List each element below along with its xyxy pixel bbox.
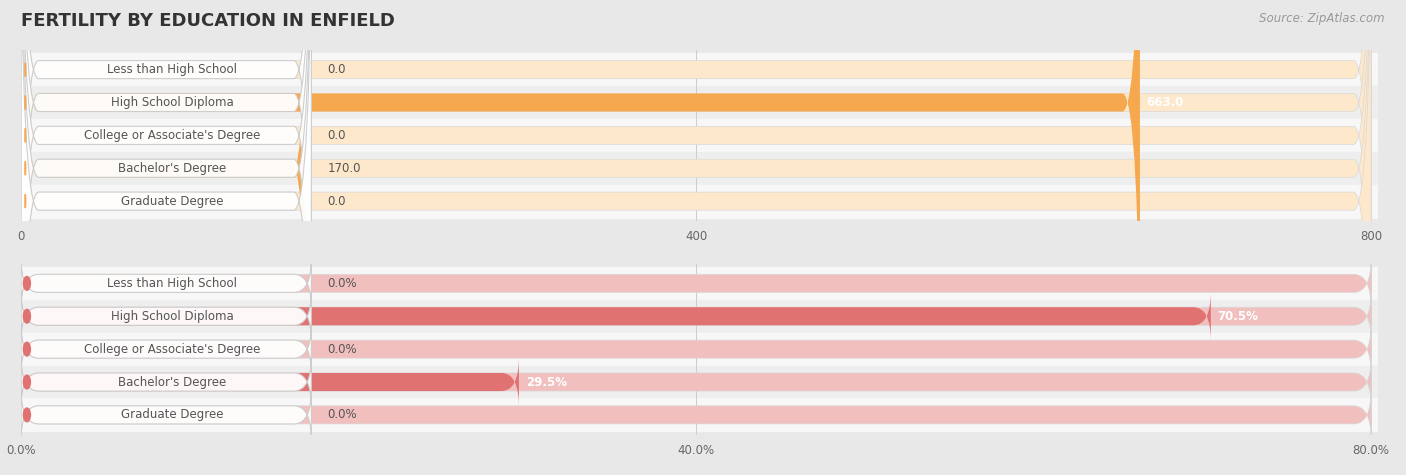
Text: 0.0%: 0.0% [328, 277, 357, 290]
Text: Bachelor's Degree: Bachelor's Degree [118, 376, 226, 389]
FancyBboxPatch shape [21, 0, 1371, 468]
Bar [21, 399, 1378, 431]
FancyBboxPatch shape [21, 258, 311, 309]
FancyBboxPatch shape [21, 0, 1371, 475]
Text: Graduate Degree: Graduate Degree [121, 408, 224, 421]
Circle shape [24, 408, 31, 422]
Text: 0.0%: 0.0% [328, 408, 357, 421]
FancyBboxPatch shape [21, 0, 311, 436]
Text: 29.5%: 29.5% [526, 376, 567, 389]
FancyBboxPatch shape [21, 291, 311, 342]
FancyBboxPatch shape [21, 0, 311, 475]
FancyBboxPatch shape [21, 390, 311, 440]
FancyBboxPatch shape [21, 0, 308, 475]
Circle shape [24, 309, 31, 323]
Circle shape [24, 375, 31, 389]
Text: Graduate Degree: Graduate Degree [121, 195, 224, 208]
FancyBboxPatch shape [21, 324, 311, 374]
FancyBboxPatch shape [21, 357, 311, 407]
Text: High School Diploma: High School Diploma [111, 310, 233, 323]
Text: 0.0: 0.0 [328, 63, 346, 76]
FancyBboxPatch shape [21, 357, 519, 407]
Text: 663.0: 663.0 [1147, 96, 1184, 109]
Text: 0.0: 0.0 [328, 129, 346, 142]
FancyBboxPatch shape [21, 0, 1371, 403]
Text: 0.0%: 0.0% [328, 342, 357, 356]
FancyBboxPatch shape [21, 0, 311, 403]
FancyBboxPatch shape [21, 324, 1371, 374]
FancyBboxPatch shape [21, 258, 1371, 309]
Bar [21, 152, 1378, 185]
Text: 70.5%: 70.5% [1218, 310, 1258, 323]
Text: Source: ZipAtlas.com: Source: ZipAtlas.com [1260, 12, 1385, 25]
Text: College or Associate's Degree: College or Associate's Degree [84, 342, 260, 356]
FancyBboxPatch shape [21, 0, 1371, 475]
Circle shape [24, 276, 31, 290]
Text: College or Associate's Degree: College or Associate's Degree [84, 129, 260, 142]
Bar [21, 119, 1378, 152]
Bar [21, 86, 1378, 119]
FancyBboxPatch shape [21, 0, 311, 468]
FancyBboxPatch shape [21, 390, 1371, 440]
FancyBboxPatch shape [21, 0, 311, 475]
FancyBboxPatch shape [21, 291, 1371, 342]
FancyBboxPatch shape [21, 291, 1211, 342]
FancyBboxPatch shape [21, 0, 1140, 436]
Bar [21, 267, 1378, 300]
Text: Less than High School: Less than High School [107, 277, 238, 290]
Text: 0.0: 0.0 [328, 195, 346, 208]
Circle shape [24, 342, 31, 356]
Bar [21, 332, 1378, 366]
Bar [21, 366, 1378, 399]
Bar [21, 300, 1378, 332]
Text: FERTILITY BY EDUCATION IN ENFIELD: FERTILITY BY EDUCATION IN ENFIELD [21, 12, 395, 30]
Text: 170.0: 170.0 [328, 162, 361, 175]
FancyBboxPatch shape [21, 0, 1371, 436]
Text: Bachelor's Degree: Bachelor's Degree [118, 162, 226, 175]
Text: High School Diploma: High School Diploma [111, 96, 233, 109]
FancyBboxPatch shape [21, 357, 1371, 407]
Text: Less than High School: Less than High School [107, 63, 238, 76]
Bar [21, 53, 1378, 86]
Bar [21, 185, 1378, 218]
